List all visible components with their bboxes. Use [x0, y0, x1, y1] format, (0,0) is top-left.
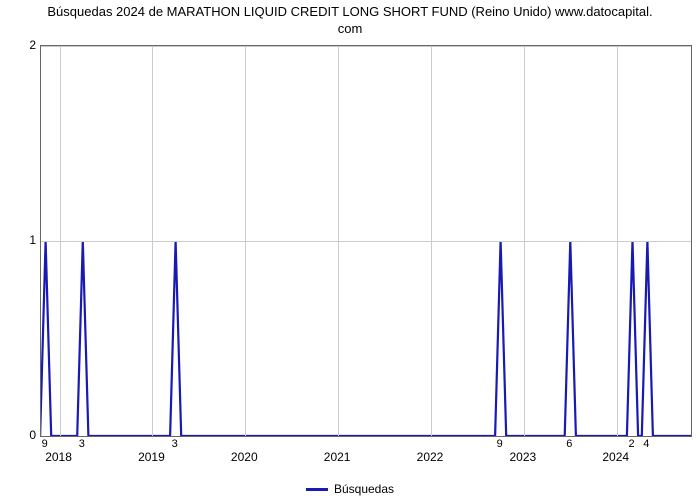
- x-tick-label: 2022: [417, 450, 444, 464]
- x-tick-label: 2024: [602, 450, 629, 464]
- value-label: 6: [566, 438, 572, 450]
- legend-label: Búsquedas: [334, 482, 394, 496]
- legend: Búsquedas: [0, 482, 700, 496]
- value-label: 3: [172, 438, 178, 450]
- value-label: 4: [643, 438, 649, 450]
- value-label: 9: [497, 438, 503, 450]
- grid-h: [41, 46, 691, 47]
- title-line1: Búsquedas 2024 de MARATHON LIQUID CREDIT…: [47, 4, 652, 19]
- plot-area: [40, 45, 692, 437]
- value-label: 9: [42, 438, 48, 450]
- y-tick-label: 2: [6, 38, 36, 52]
- series-polyline: [41, 241, 691, 436]
- value-label: 3: [79, 438, 85, 450]
- y-tick-label: 1: [6, 233, 36, 247]
- title-line2: com: [338, 21, 363, 36]
- x-tick-label: 2018: [45, 450, 72, 464]
- chart-title: Búsquedas 2024 de MARATHON LIQUID CREDIT…: [0, 4, 700, 38]
- y-tick-label: 0: [6, 428, 36, 442]
- grid-h: [41, 241, 691, 242]
- legend-swatch: [306, 488, 328, 491]
- chart-container: Búsquedas 2024 de MARATHON LIQUID CREDIT…: [0, 0, 700, 500]
- x-tick-label: 2020: [231, 450, 258, 464]
- value-label: 2: [628, 438, 634, 450]
- x-tick-label: 2021: [324, 450, 351, 464]
- x-tick-label: 2019: [138, 450, 165, 464]
- x-tick-label: 2023: [509, 450, 536, 464]
